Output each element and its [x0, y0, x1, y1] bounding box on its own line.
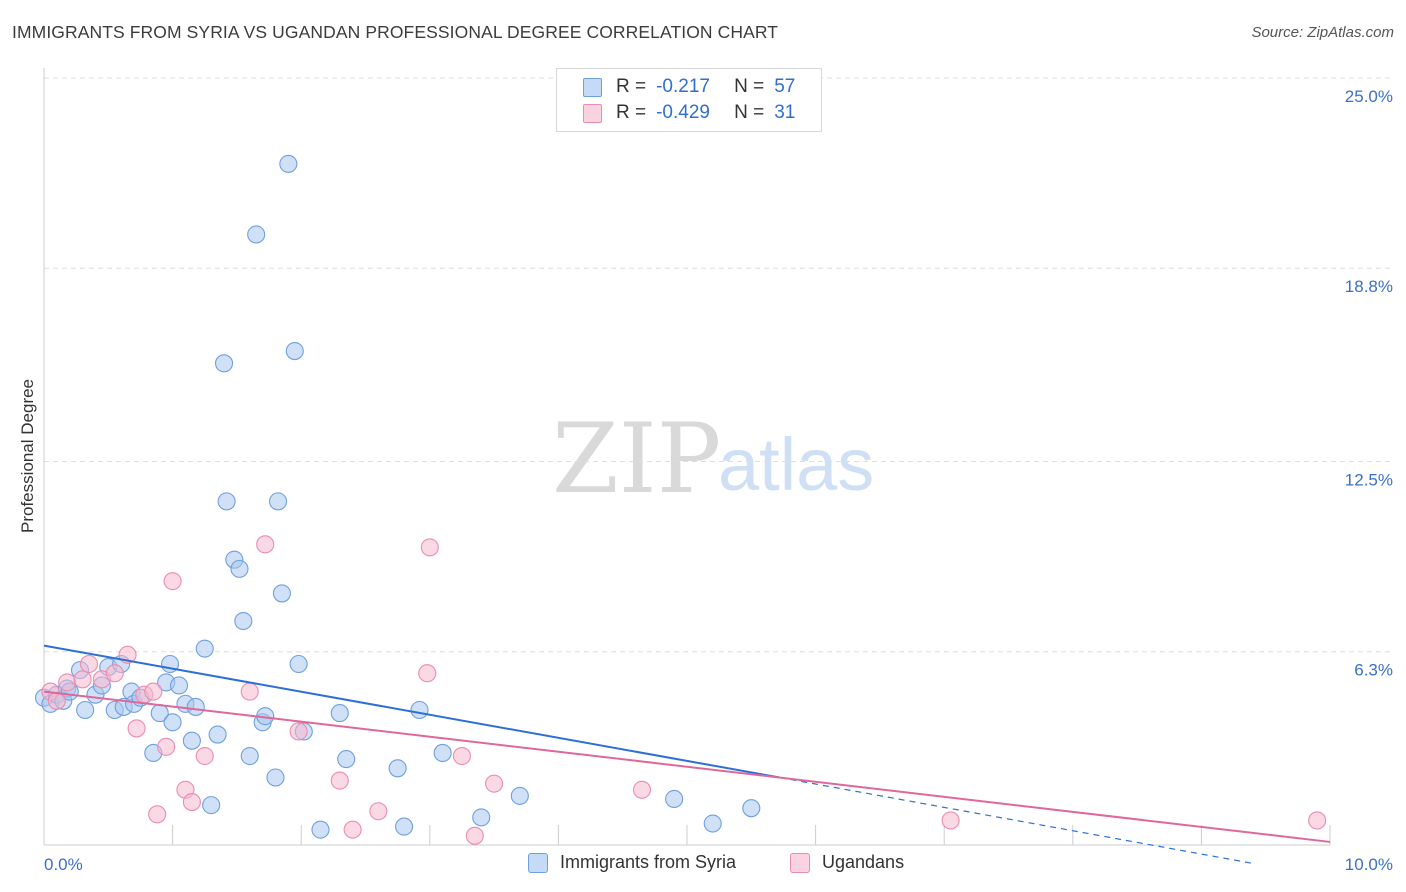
point-uganda: [182, 792, 201, 812]
legend-row-uganda: R = -0.429 N = 31: [583, 101, 795, 125]
legend-r-label: R =: [616, 102, 647, 123]
point-uganda: [47, 691, 66, 710]
trend-line-syria: [43, 644, 780, 779]
point-uganda: [330, 771, 349, 790]
point-syria: [195, 639, 214, 658]
trend-line-syria-extension: [779, 776, 1253, 864]
legend-r-label: R =: [616, 76, 647, 97]
legend-n-label: N =: [734, 102, 765, 123]
point-syria: [272, 584, 291, 603]
point-syria: [433, 743, 452, 763]
legend-n-label: N =: [734, 76, 765, 97]
point-uganda: [465, 826, 484, 845]
legend-n-value: 57: [774, 76, 796, 97]
point-syria: [472, 808, 491, 827]
point-syria: [285, 342, 304, 361]
point-uganda: [240, 682, 259, 701]
y-tick-label: 12.5%: [1345, 471, 1393, 490]
point-syria: [703, 814, 722, 833]
point-syria: [311, 820, 330, 839]
source-credit: Source: ZipAtlas.com: [1251, 24, 1394, 41]
point-syria: [169, 676, 189, 695]
point-syria: [510, 786, 529, 805]
points-ugandans: [41, 535, 1327, 845]
trend-lines: [43, 644, 1331, 864]
point-syria: [410, 700, 429, 720]
y-tick-label: 18.8%: [1345, 277, 1393, 296]
point-syria: [289, 654, 308, 674]
point-uganda: [452, 746, 472, 766]
point-uganda: [418, 664, 437, 683]
series-legend: Immigrants from Syria Ugandans: [0, 852, 1406, 876]
point-syria: [742, 799, 761, 818]
point-uganda: [485, 774, 504, 793]
point-uganda: [420, 538, 439, 557]
legend-label-uganda: Ugandans: [822, 852, 905, 872]
watermark: ZIP atlas: [552, 403, 874, 515]
point-uganda: [144, 682, 163, 701]
point-uganda: [79, 654, 99, 674]
point-syria: [395, 817, 414, 836]
point-syria: [208, 725, 227, 744]
point-syria: [230, 559, 249, 578]
legend-row-syria: R = -0.217 N = 57: [583, 75, 795, 99]
point-uganda: [256, 535, 275, 554]
point-syria: [388, 759, 407, 778]
legend-item-syria: Immigrants from Syria: [528, 852, 736, 873]
point-uganda: [343, 820, 362, 839]
x-tick-label-min: 0.0%: [44, 855, 83, 874]
point-uganda: [163, 572, 182, 591]
legend-n-value: 31: [774, 102, 796, 123]
point-syria: [217, 492, 236, 511]
point-uganda: [148, 805, 167, 824]
legend-swatch-uganda: [583, 103, 602, 123]
legend-label-syria: Immigrants from Syria: [560, 852, 737, 872]
x-tick-label-max: 10.0%: [1345, 855, 1393, 874]
legend-swatch-uganda-bottom: [790, 852, 810, 873]
correlation-legend: R = -0.217 N = 57 R = -0.429 N = 31: [556, 68, 822, 132]
point-uganda: [289, 722, 308, 741]
point-syria: [247, 225, 266, 244]
legend-swatch-syria: [583, 77, 602, 97]
point-syria: [269, 492, 288, 511]
point-uganda: [369, 802, 388, 821]
x-ticks: [172, 825, 1331, 845]
y-tick-label: 25.0%: [1345, 87, 1393, 106]
point-syria: [214, 354, 234, 373]
point-syria: [665, 789, 684, 809]
point-syria: [163, 713, 182, 732]
point-syria: [234, 611, 253, 631]
point-uganda: [105, 664, 124, 683]
trend-line-uganda: [43, 690, 1331, 843]
point-syria: [202, 796, 221, 815]
point-syria: [279, 154, 298, 173]
point-syria: [330, 704, 349, 723]
point-syria: [266, 768, 285, 787]
legend-r-value: -0.217: [656, 76, 710, 97]
point-uganda: [58, 673, 77, 692]
point-uganda: [632, 780, 652, 799]
point-uganda: [73, 670, 92, 689]
legend-r-value: -0.429: [656, 102, 710, 123]
watermark-atlas: atlas: [718, 423, 874, 506]
point-syria: [240, 746, 259, 766]
point-uganda: [1308, 811, 1327, 830]
legend-item-uganda: Ugandans: [790, 852, 904, 873]
point-syria: [182, 731, 201, 750]
y-tick-label: 6.3%: [1354, 661, 1393, 680]
point-syria: [186, 697, 205, 716]
y-tick-labels: 25.0% 18.8% 12.5% 6.3%: [1345, 87, 1393, 680]
legend-swatch-syria-bottom: [528, 852, 548, 873]
point-uganda: [195, 746, 214, 766]
chart-title: IMMIGRANTS FROM SYRIA VS UGANDAN PROFESS…: [12, 22, 779, 42]
watermark-zip: ZIP: [552, 403, 721, 515]
point-uganda: [127, 719, 146, 738]
point-uganda: [941, 811, 960, 830]
point-syria: [337, 750, 356, 769]
point-uganda: [157, 737, 176, 756]
point-syria: [76, 700, 95, 720]
